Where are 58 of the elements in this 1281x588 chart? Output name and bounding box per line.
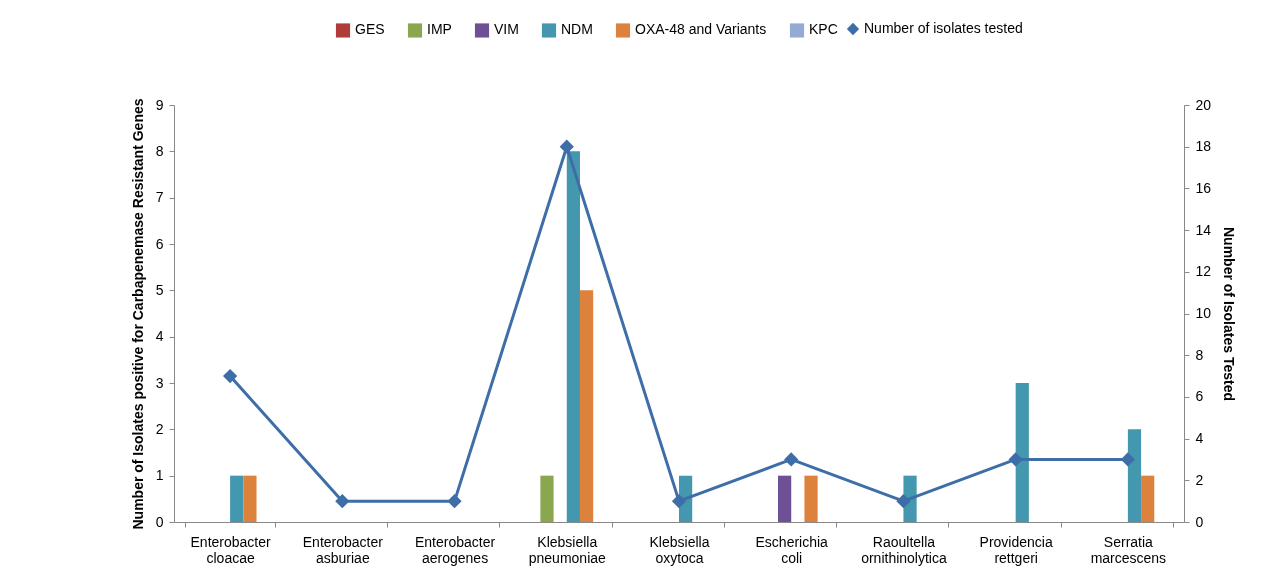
point xyxy=(1008,452,1023,467)
point xyxy=(560,140,574,154)
y-tick-label: 1 xyxy=(155,467,164,484)
y2-tick-label: 12 xyxy=(1195,263,1212,280)
bar xyxy=(1127,429,1142,522)
y2-tick-label: 8 xyxy=(1195,346,1204,363)
x-tick-label: Serratia marcescens xyxy=(1090,533,1167,566)
y-tick-label: 7 xyxy=(155,189,164,206)
legend-label: Number of isolates tested xyxy=(864,20,1023,36)
y2-tick-label: 2 xyxy=(1195,471,1204,488)
y-tick-label: 9 xyxy=(155,96,164,113)
bar xyxy=(243,475,257,522)
y-tick-label: 6 xyxy=(155,235,164,252)
point xyxy=(896,494,911,508)
point xyxy=(335,494,350,508)
y-tick-label: 4 xyxy=(155,328,164,345)
y-tick-label: 0 xyxy=(155,513,164,530)
y2-tick-label: 14 xyxy=(1195,221,1212,238)
legend-label: IMP xyxy=(427,21,452,38)
point xyxy=(1121,452,1135,467)
point xyxy=(672,494,686,508)
bar xyxy=(540,475,554,522)
bar xyxy=(1141,475,1155,522)
y2-tick-label: 18 xyxy=(1195,138,1212,155)
bar xyxy=(778,475,792,522)
bar xyxy=(579,290,594,522)
point xyxy=(447,494,462,508)
y2-tick-label: 4 xyxy=(1195,430,1204,447)
x-tick-label: Enterobacter cloacae xyxy=(190,533,272,566)
bar xyxy=(1015,383,1029,522)
legend-label: OXA-48 and Variants xyxy=(635,21,767,38)
y2-tick-label: 10 xyxy=(1195,305,1212,321)
point xyxy=(784,452,798,467)
legend-label: NDM xyxy=(561,21,593,38)
x-tick-label: Klebsiella oxytoca xyxy=(649,533,710,566)
y-tick-label: 3 xyxy=(155,374,164,391)
x-tick-label: Escherichia coli xyxy=(755,533,829,566)
y2-axis-title: Number of Isolates Tested xyxy=(1221,226,1238,402)
y-tick-label: 2 xyxy=(155,420,164,437)
y-tick-label: 8 xyxy=(155,142,164,159)
bar xyxy=(804,475,818,522)
x-tick-label: Enterobacter asburiae xyxy=(302,533,384,566)
point xyxy=(223,369,237,383)
legend-label: VIM xyxy=(494,21,519,38)
y-axis-title: Number of Isolates positive for Carbapenemase Resistant Genes xyxy=(129,98,146,530)
x-tick-label: Providencia rettgeri xyxy=(979,533,1053,566)
x-tick-label: Raoultella ornithinolytica xyxy=(861,533,947,566)
y2-tick-label: 6 xyxy=(1195,388,1204,405)
y2-tick-label: 20 xyxy=(1195,96,1212,113)
y2-tick-label: 0 xyxy=(1195,513,1204,530)
x-tick-label: Enterobacter aerogenes xyxy=(414,533,496,566)
legend-label: GES xyxy=(355,21,385,38)
legend-label: KPC xyxy=(809,21,838,38)
y-tick-label: 5 xyxy=(155,281,164,298)
y2-tick-label: 16 xyxy=(1195,179,1212,196)
x-tick-label: Klebsiella pneumoniae xyxy=(528,533,607,566)
bar xyxy=(566,151,580,522)
bar xyxy=(230,475,244,522)
